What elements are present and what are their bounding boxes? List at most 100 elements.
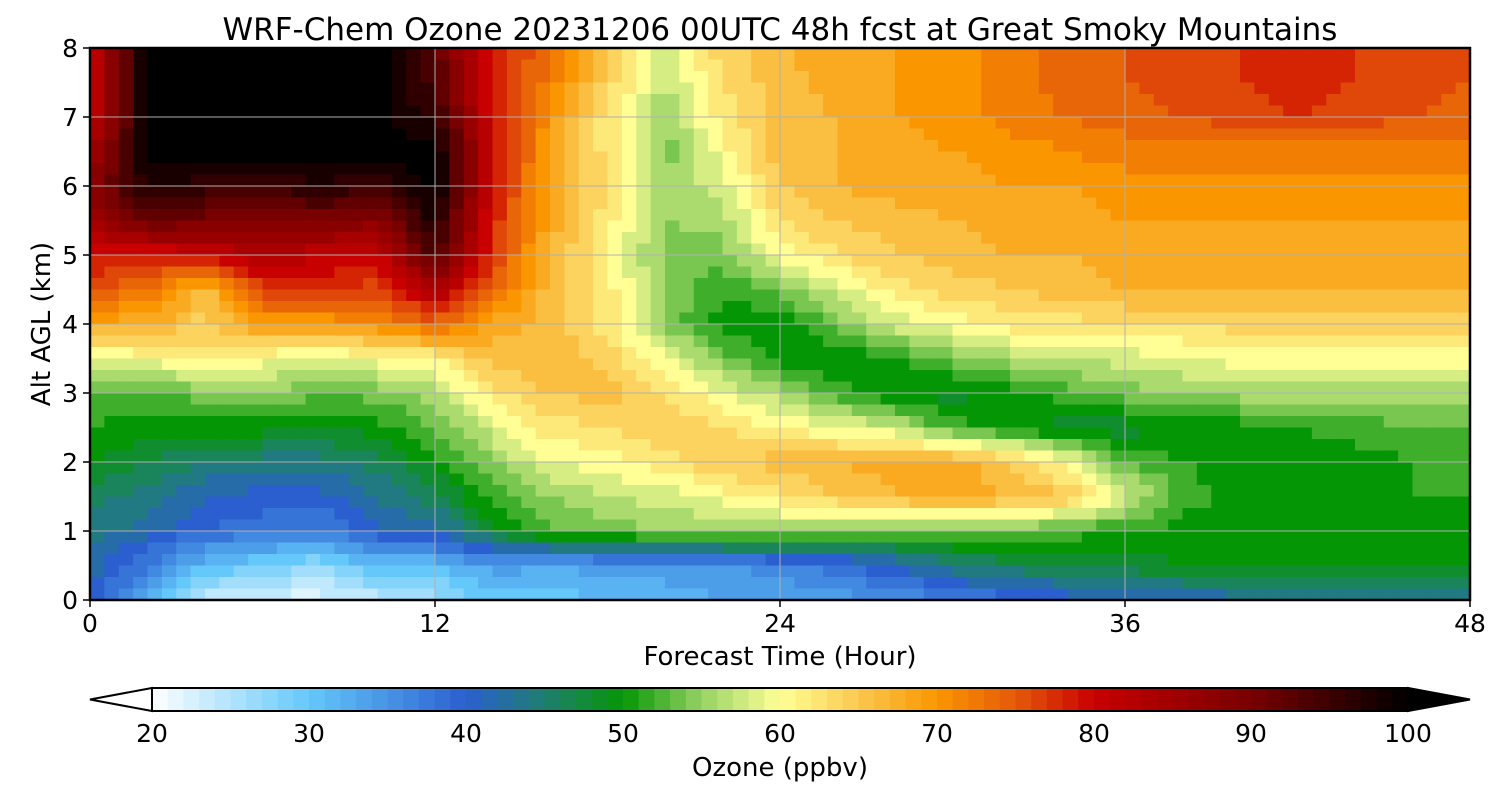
field-cell xyxy=(938,393,954,406)
field-cell xyxy=(1125,255,1140,268)
field-cell xyxy=(1383,59,1399,72)
field-cell xyxy=(1426,140,1442,153)
field-cell xyxy=(679,519,695,532)
field-cell xyxy=(305,48,321,61)
field-cell xyxy=(722,117,738,130)
field-cell xyxy=(1311,266,1327,279)
field-cell xyxy=(708,301,724,314)
field-cell xyxy=(1398,140,1414,153)
field-cell xyxy=(1211,358,1227,371)
field-cell xyxy=(1383,450,1399,463)
field-cell xyxy=(133,335,149,348)
field-cell xyxy=(966,59,982,72)
field-cell xyxy=(161,485,177,498)
field-cell xyxy=(550,82,565,95)
field-cell xyxy=(909,519,925,532)
field-cell xyxy=(133,508,149,521)
field-cell xyxy=(1254,416,1270,429)
colorbar-segment xyxy=(1031,688,1048,711)
field-cell xyxy=(276,232,292,245)
field-cell xyxy=(1455,508,1471,521)
field-cell xyxy=(1297,209,1313,222)
field-cell xyxy=(1398,404,1414,417)
field-cell xyxy=(147,531,163,544)
field-cell xyxy=(1441,462,1457,475)
field-cell xyxy=(363,151,379,164)
field-cell xyxy=(995,105,1011,118)
field-cell xyxy=(1010,243,1025,256)
field-cell xyxy=(593,186,609,199)
field-cell xyxy=(1139,186,1155,199)
field-cell xyxy=(248,439,264,452)
field-cell xyxy=(1010,220,1025,233)
field-cell xyxy=(636,94,652,107)
field-cell xyxy=(118,209,134,222)
field-cell xyxy=(938,531,954,544)
field-cell xyxy=(1441,542,1457,555)
field-cell xyxy=(1182,554,1198,567)
field-cell xyxy=(1254,531,1270,544)
field-cell xyxy=(679,243,695,256)
field-cell xyxy=(794,554,810,567)
field-cell xyxy=(1398,416,1414,429)
field-cell xyxy=(463,186,479,199)
field-cell xyxy=(248,151,264,164)
field-cell xyxy=(1038,393,1054,406)
field-cell xyxy=(291,588,307,601)
field-cell xyxy=(334,243,350,256)
field-cell xyxy=(406,404,422,417)
field-cell xyxy=(607,404,623,417)
field-cell xyxy=(521,151,537,164)
field-cell xyxy=(636,243,652,256)
field-cell xyxy=(463,508,479,521)
field-cell xyxy=(1412,450,1428,463)
field-cell xyxy=(593,485,609,498)
field-cell xyxy=(176,427,192,440)
field-cell xyxy=(1038,94,1054,107)
field-cell xyxy=(90,565,105,578)
field-cell xyxy=(463,117,479,130)
field-cell xyxy=(1383,588,1399,601)
field-cell xyxy=(363,289,379,302)
field-cell xyxy=(363,197,379,210)
field-cell xyxy=(1110,485,1126,498)
field-cell xyxy=(406,59,422,72)
field-cell xyxy=(679,59,695,72)
field-cell xyxy=(1038,163,1054,176)
field-cell xyxy=(1196,473,1212,486)
field-cell xyxy=(1225,278,1241,291)
field-cell xyxy=(377,416,393,429)
field-cell xyxy=(1283,243,1299,256)
field-cell xyxy=(636,197,652,210)
field-cell xyxy=(578,117,594,130)
field-cell xyxy=(866,232,882,245)
field-cell xyxy=(1153,370,1169,383)
field-cell xyxy=(1326,508,1342,521)
field-cell xyxy=(1398,439,1414,452)
field-cell xyxy=(981,220,997,233)
field-cell xyxy=(1168,335,1184,348)
field-cell xyxy=(1326,358,1342,371)
field-cell xyxy=(1211,312,1227,325)
field-cell xyxy=(449,370,465,383)
field-cell xyxy=(866,48,882,61)
field-cell xyxy=(722,209,738,222)
field-cell xyxy=(1297,588,1313,601)
field-cell xyxy=(1268,71,1284,84)
field-cell xyxy=(966,577,982,590)
field-cell xyxy=(1125,209,1140,222)
field-cell xyxy=(420,163,436,176)
field-cell xyxy=(1010,140,1025,153)
field-cell xyxy=(909,312,925,325)
field-cell xyxy=(837,473,853,486)
field-cell xyxy=(463,381,479,394)
field-cell xyxy=(866,588,882,601)
field-cell xyxy=(564,393,580,406)
field-cell xyxy=(219,404,235,417)
field-cell xyxy=(1053,48,1069,61)
field-cell xyxy=(262,163,278,176)
field-cell xyxy=(636,473,652,486)
field-cell xyxy=(521,243,537,256)
field-cell xyxy=(722,243,738,256)
field-cell xyxy=(837,393,853,406)
